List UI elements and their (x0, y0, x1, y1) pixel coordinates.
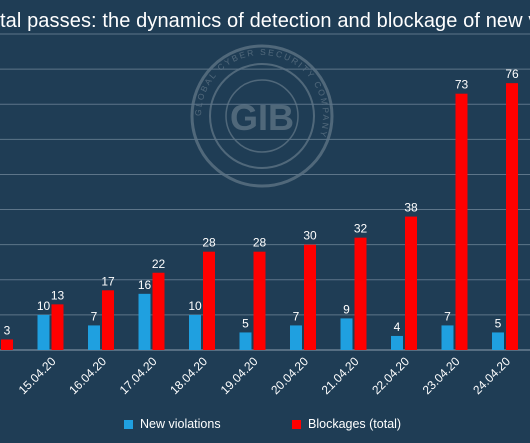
bar-blockages (102, 290, 114, 350)
x-tick-label: 22.04.20 (369, 354, 412, 397)
data-label-new-violations: 10 (37, 299, 51, 313)
data-label-blockages: 73 (455, 78, 469, 92)
data-label-blockages: 17 (101, 274, 115, 288)
data-label-blockages: 28 (253, 236, 267, 250)
bar-new-violations (441, 325, 454, 350)
bar-new-violations (290, 325, 302, 350)
data-label-new-violations: 5 (242, 316, 249, 330)
legend-swatch-blockages (292, 419, 301, 429)
legend-label-blockages: Blockages (total) (308, 417, 402, 431)
bar-blockages (455, 93, 468, 350)
bar-blockages (152, 272, 165, 350)
svg-text:GIB: GIB (230, 97, 294, 138)
data-label-new-violations: 16 (138, 278, 152, 292)
data-label-new-violations: 7 (293, 309, 300, 323)
bar-new-violations (138, 293, 151, 350)
data-label-new-violations: 4 (394, 320, 401, 334)
bar-blockages (304, 244, 316, 350)
bar-blockages (405, 216, 417, 350)
x-tick-label: 20.04.20 (268, 354, 311, 397)
data-label-new-violations: 7 (91, 309, 98, 323)
data-label-new-violations: 10 (188, 299, 202, 313)
x-tick-label: 15.04.20 (16, 354, 59, 397)
legend-item-blockages: Blockages (total) (292, 417, 401, 431)
bar-new-violations (492, 332, 504, 350)
x-tick-label: 23.04.20 (420, 354, 463, 397)
data-label-blockages: 3 (4, 323, 11, 337)
legend-swatch-new-violations (124, 419, 133, 429)
bar-blockages (253, 251, 266, 350)
bar-new-violations (37, 314, 50, 350)
x-tick-label: 21.04.20 (319, 354, 362, 397)
x-tick-label: 24.04.20 (470, 354, 513, 397)
bar-new-violations (391, 335, 403, 350)
bars (1, 83, 518, 351)
chart-title: tal passes: the dynamics of detection an… (0, 10, 530, 32)
bar-new-violations (239, 332, 252, 350)
data-label-new-violations: 5 (495, 316, 502, 330)
bar-new-violations (189, 314, 201, 350)
data-label-blockages: 38 (404, 201, 418, 215)
x-tick-label: 18.04.20 (167, 354, 210, 397)
data-label-new-violations: 7 (444, 309, 451, 323)
bar-new-violations (340, 318, 353, 350)
bar-blockages (506, 83, 518, 351)
legend-item-new-violations: New violations (124, 417, 221, 431)
x-tick-label: 16.04.20 (66, 354, 109, 397)
x-tick-labels: 15.04.20 16.04.20 17.04.20 18.04.20 19.04.20… (16, 354, 514, 397)
legend-label-new-violations: New violations (140, 417, 221, 431)
x-tick-label: 19.04.20 (218, 354, 261, 397)
x-tick-label: 17.04.20 (117, 354, 160, 397)
bar-blockages (354, 237, 367, 350)
data-label-blockages: 30 (303, 229, 317, 243)
watermark-seal: GLOBAL CYBER SECURITY COMPANY GIB (190, 44, 334, 188)
bar-blockages (203, 251, 215, 350)
bar-blockages (1, 339, 13, 350)
data-label-blockages: 13 (51, 288, 65, 302)
data-label-blockages: 76 (505, 67, 519, 81)
bar-blockages (51, 304, 64, 350)
bar-new-violations (88, 325, 100, 350)
data-label-blockages: 28 (202, 236, 216, 250)
data-label-new-violations: 9 (343, 302, 350, 316)
data-label-blockages: 32 (354, 222, 368, 236)
data-label-blockages: 22 (152, 257, 166, 271)
